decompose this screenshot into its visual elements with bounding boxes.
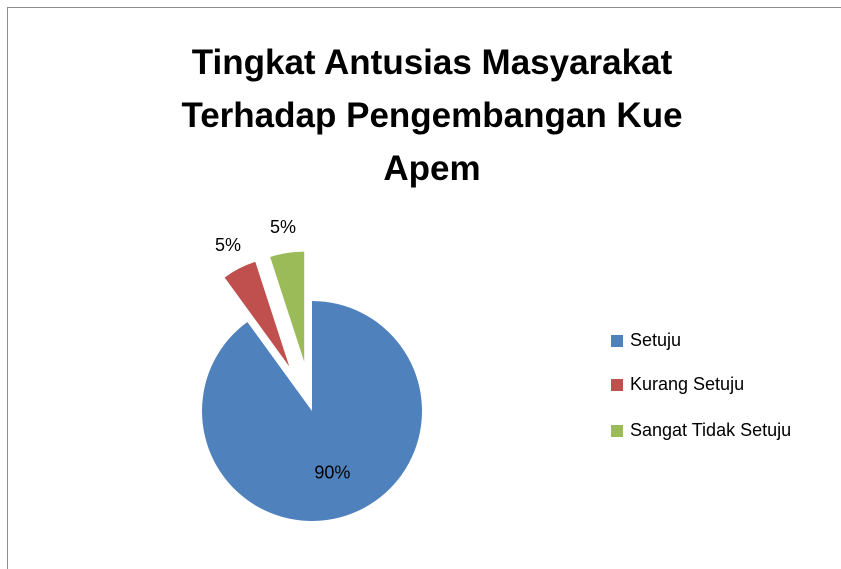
legend-label: Setuju xyxy=(630,330,681,350)
legend-swatch xyxy=(611,379,623,391)
legend-label: Sangat Tidak Setuju xyxy=(630,420,791,440)
data-label: 5% xyxy=(270,217,296,237)
data-label: 90% xyxy=(314,463,350,483)
pie-slice xyxy=(270,251,305,362)
data-label: 5% xyxy=(215,235,241,255)
chart-title: Tingkat Antusias Masyarakat Terhadap Pen… xyxy=(181,43,683,188)
legend-swatch xyxy=(611,425,623,437)
pie-slice xyxy=(224,261,290,367)
legend-swatch xyxy=(611,335,623,347)
pie-slice xyxy=(201,301,422,521)
chart-border xyxy=(7,7,841,569)
legend-label: Kurang Setuju xyxy=(630,374,744,394)
